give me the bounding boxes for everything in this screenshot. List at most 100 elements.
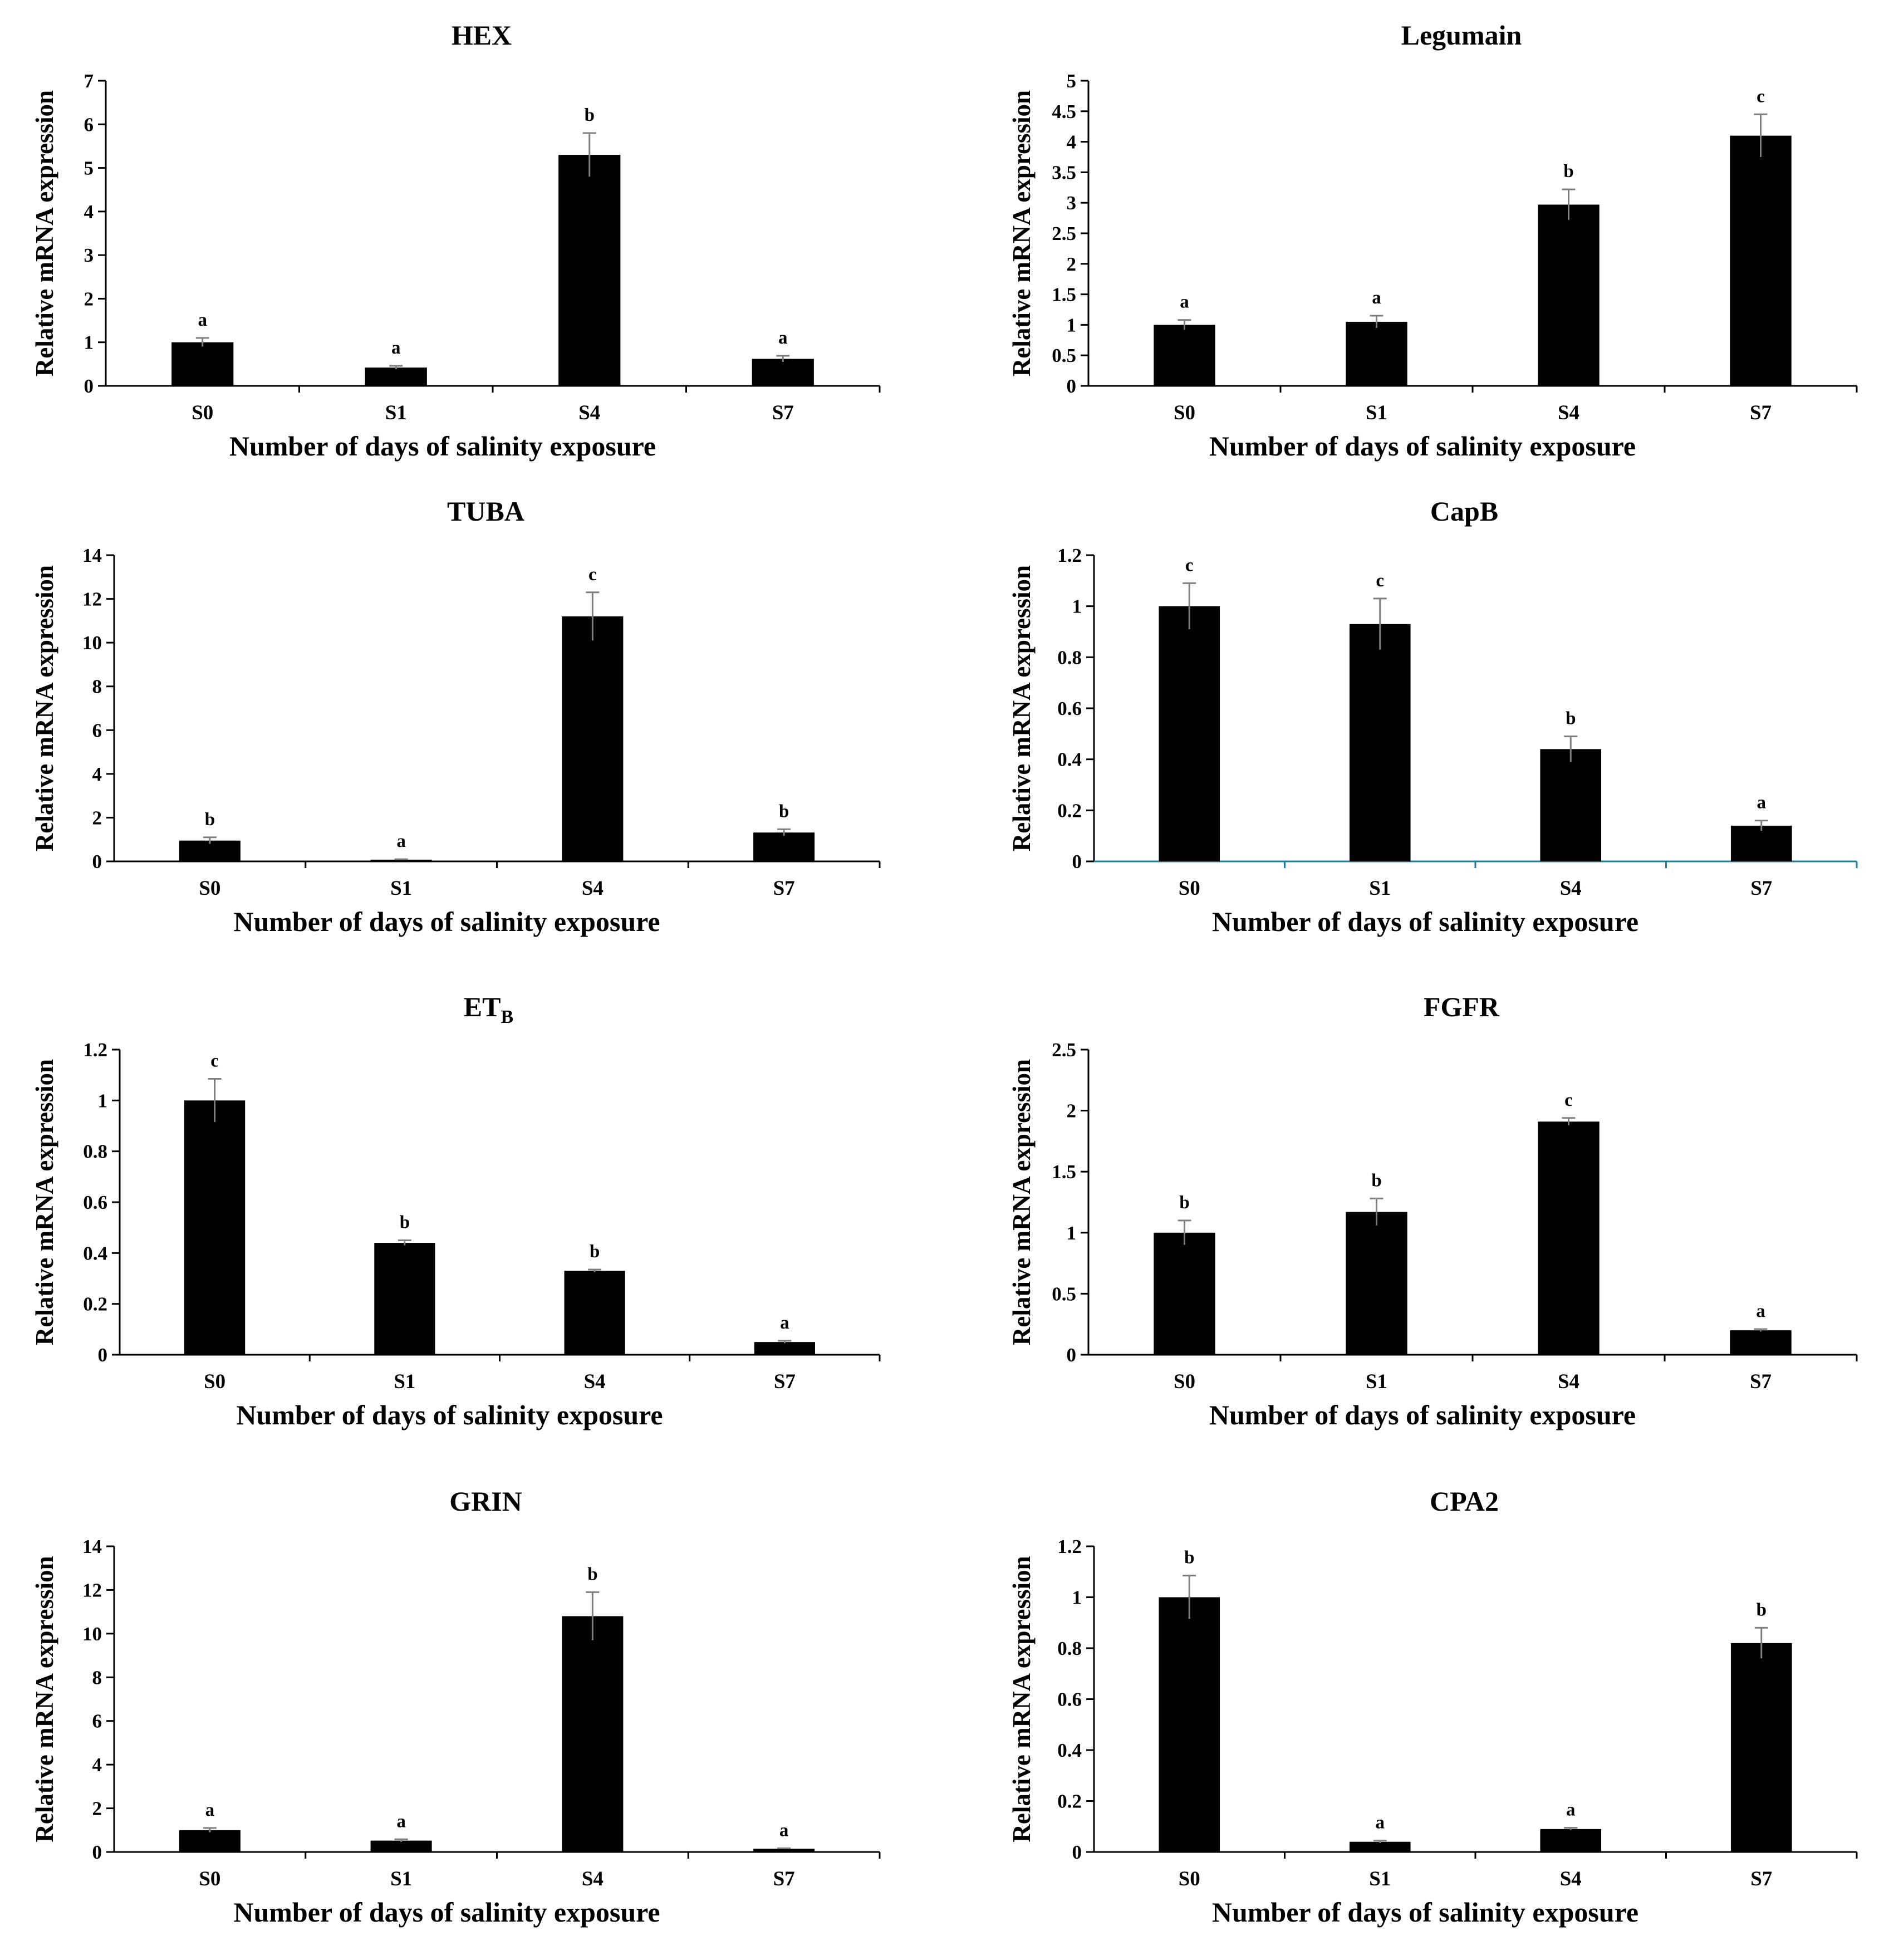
significance-letter: b — [587, 1564, 597, 1584]
x-axis-label: Number of days of salinity exposure — [236, 1399, 663, 1430]
y-axis-label: Relative mRNA expression — [31, 565, 58, 851]
bar-s1 — [374, 1243, 435, 1355]
y-tick-label: 1 — [1072, 1587, 1082, 1609]
chart-title: TUBA — [447, 496, 524, 527]
x-axis-label: Number of days of salinity exposure — [1209, 430, 1636, 462]
chart-panel-cpa2: CPA2 0 0.2 0.4 0.6 0.8 1 1.2 b S0 a S1 a S4 b S7 Number … — [1008, 1486, 1858, 1928]
significance-letter: b — [779, 801, 789, 821]
significance-letter: c — [1376, 571, 1384, 591]
y-tick-label: 6 — [92, 719, 102, 741]
bar-s1 — [1346, 1212, 1407, 1355]
y-tick-label: 0 — [92, 851, 102, 873]
y-tick-label: 14 — [82, 1536, 102, 1557]
significance-letter: a — [780, 1313, 789, 1333]
x-category-label: S4 — [1558, 1370, 1579, 1393]
y-tick-label: 5 — [84, 158, 94, 179]
x-axis-label: Number of days of salinity exposure — [233, 906, 660, 937]
bar-s4 — [562, 1616, 624, 1852]
y-tick-label: 0.8 — [83, 1141, 107, 1163]
bar-s4 — [564, 1271, 625, 1355]
x-category-label: S1 — [394, 1370, 415, 1393]
significance-letter: a — [198, 310, 208, 330]
bar-s7 — [1730, 825, 1792, 861]
y-tick-label: 12 — [82, 589, 102, 610]
x-axis-label: Number of days of salinity exposure — [1212, 1897, 1638, 1928]
significance-letter: b — [1179, 1193, 1189, 1213]
y-tick-label: 4 — [1067, 131, 1077, 153]
chart-title-subscript: B — [501, 1007, 514, 1027]
x-category-label: S4 — [582, 877, 604, 900]
y-tick-label: 0.2 — [83, 1293, 107, 1315]
significance-letter: a — [778, 328, 788, 348]
x-category-label: S0 — [1179, 1868, 1200, 1890]
x-category-label: S4 — [584, 1370, 606, 1393]
x-axis-label: Number of days of salinity exposure — [229, 430, 656, 462]
x-category-label: S0 — [204, 1370, 225, 1393]
significance-letter: b — [590, 1242, 600, 1262]
y-tick-label: 1.5 — [1052, 284, 1076, 306]
x-category-label: S7 — [773, 1868, 795, 1890]
bar-s4 — [1538, 1121, 1600, 1355]
y-tick-label: 0 — [1067, 375, 1077, 397]
chart-panel-hex: HEX 0 1 2 3 4 5 6 7 a S0 a S1 b S4 a S7 Number of days of… — [31, 19, 881, 462]
x-category-label: S0 — [1174, 401, 1195, 424]
x-category-label: S0 — [199, 1868, 220, 1890]
chart-title: CapB — [1430, 496, 1498, 527]
y-tick-label: 0 — [1072, 851, 1082, 873]
x-category-label: S4 — [578, 401, 600, 424]
y-tick-label: 10 — [82, 1623, 102, 1645]
y-tick-label: 0.8 — [1057, 1638, 1082, 1659]
y-tick-label: 0.5 — [1052, 345, 1076, 366]
y-tick-label: 6 — [92, 1711, 102, 1732]
significance-letter: b — [205, 810, 215, 830]
chart-panel-fgfr: FGFR 0 0.5 1 1.5 2 2.5 b S0 b S1 c S4 a S7 Number of da… — [1008, 991, 1858, 1430]
y-tick-label: 0.2 — [1057, 1791, 1082, 1812]
significance-letter: a — [1757, 793, 1767, 813]
chart-title: FGFR — [1424, 991, 1500, 1022]
y-tick-label: 1 — [1067, 1222, 1077, 1244]
chart-panel-capb: CapB 0 0.2 0.4 0.6 0.8 1 1.2 c S0 c S1 b S4 a S7 Number … — [1008, 496, 1858, 937]
chart-panel-grin: GRIN 0 2 4 6 8 10 12 14 a S0 a S1 b S4 a S7 Number of day… — [31, 1486, 881, 1928]
bar-s0 — [1159, 606, 1220, 861]
significance-letter: c — [1564, 1090, 1573, 1110]
y-tick-label: 4 — [92, 763, 102, 785]
bar-s4 — [558, 155, 621, 386]
x-category-label: S1 — [1366, 1370, 1387, 1393]
y-axis-label: Relative mRNA expression — [31, 90, 58, 376]
y-tick-label: 2.5 — [1052, 1039, 1076, 1061]
significance-letter: c — [210, 1051, 219, 1071]
x-category-label: S1 — [1369, 877, 1391, 900]
y-tick-label: 0.4 — [1057, 1739, 1082, 1761]
y-tick-label: 2 — [92, 807, 102, 829]
bar-s4 — [1538, 204, 1600, 386]
y-tick-label: 4 — [84, 201, 94, 223]
y-tick-label: 1 — [84, 332, 94, 354]
significance-letter: b — [585, 105, 595, 125]
significance-letter: b — [1371, 1170, 1381, 1190]
x-category-label: S7 — [1750, 877, 1772, 900]
y-tick-label: 0 — [84, 375, 94, 397]
bar-s0 — [1159, 1597, 1220, 1852]
x-axis-label: Number of days of salinity exposure — [1209, 1399, 1636, 1430]
x-category-label: S0 — [1174, 1370, 1195, 1393]
y-tick-label: 0 — [92, 1841, 102, 1863]
significance-letter: a — [1566, 1800, 1576, 1820]
x-category-label: S4 — [1560, 1868, 1582, 1890]
x-category-label: S7 — [773, 877, 795, 900]
significance-letter: b — [1563, 161, 1573, 182]
chart-title: GRIN — [449, 1486, 522, 1517]
y-tick-label: 2 — [92, 1798, 102, 1820]
bar-s7 — [1730, 135, 1792, 386]
x-category-label: S1 — [385, 401, 407, 424]
significance-letter: c — [588, 565, 597, 585]
y-tick-label: 8 — [92, 1667, 102, 1688]
chart-title: Legumain — [1401, 19, 1522, 51]
y-tick-label: 3.5 — [1052, 161, 1076, 183]
bar-s4 — [1540, 749, 1602, 861]
y-tick-label: 5 — [1067, 70, 1077, 92]
y-tick-label: 7 — [84, 70, 94, 92]
y-tick-label: 2 — [84, 288, 94, 310]
